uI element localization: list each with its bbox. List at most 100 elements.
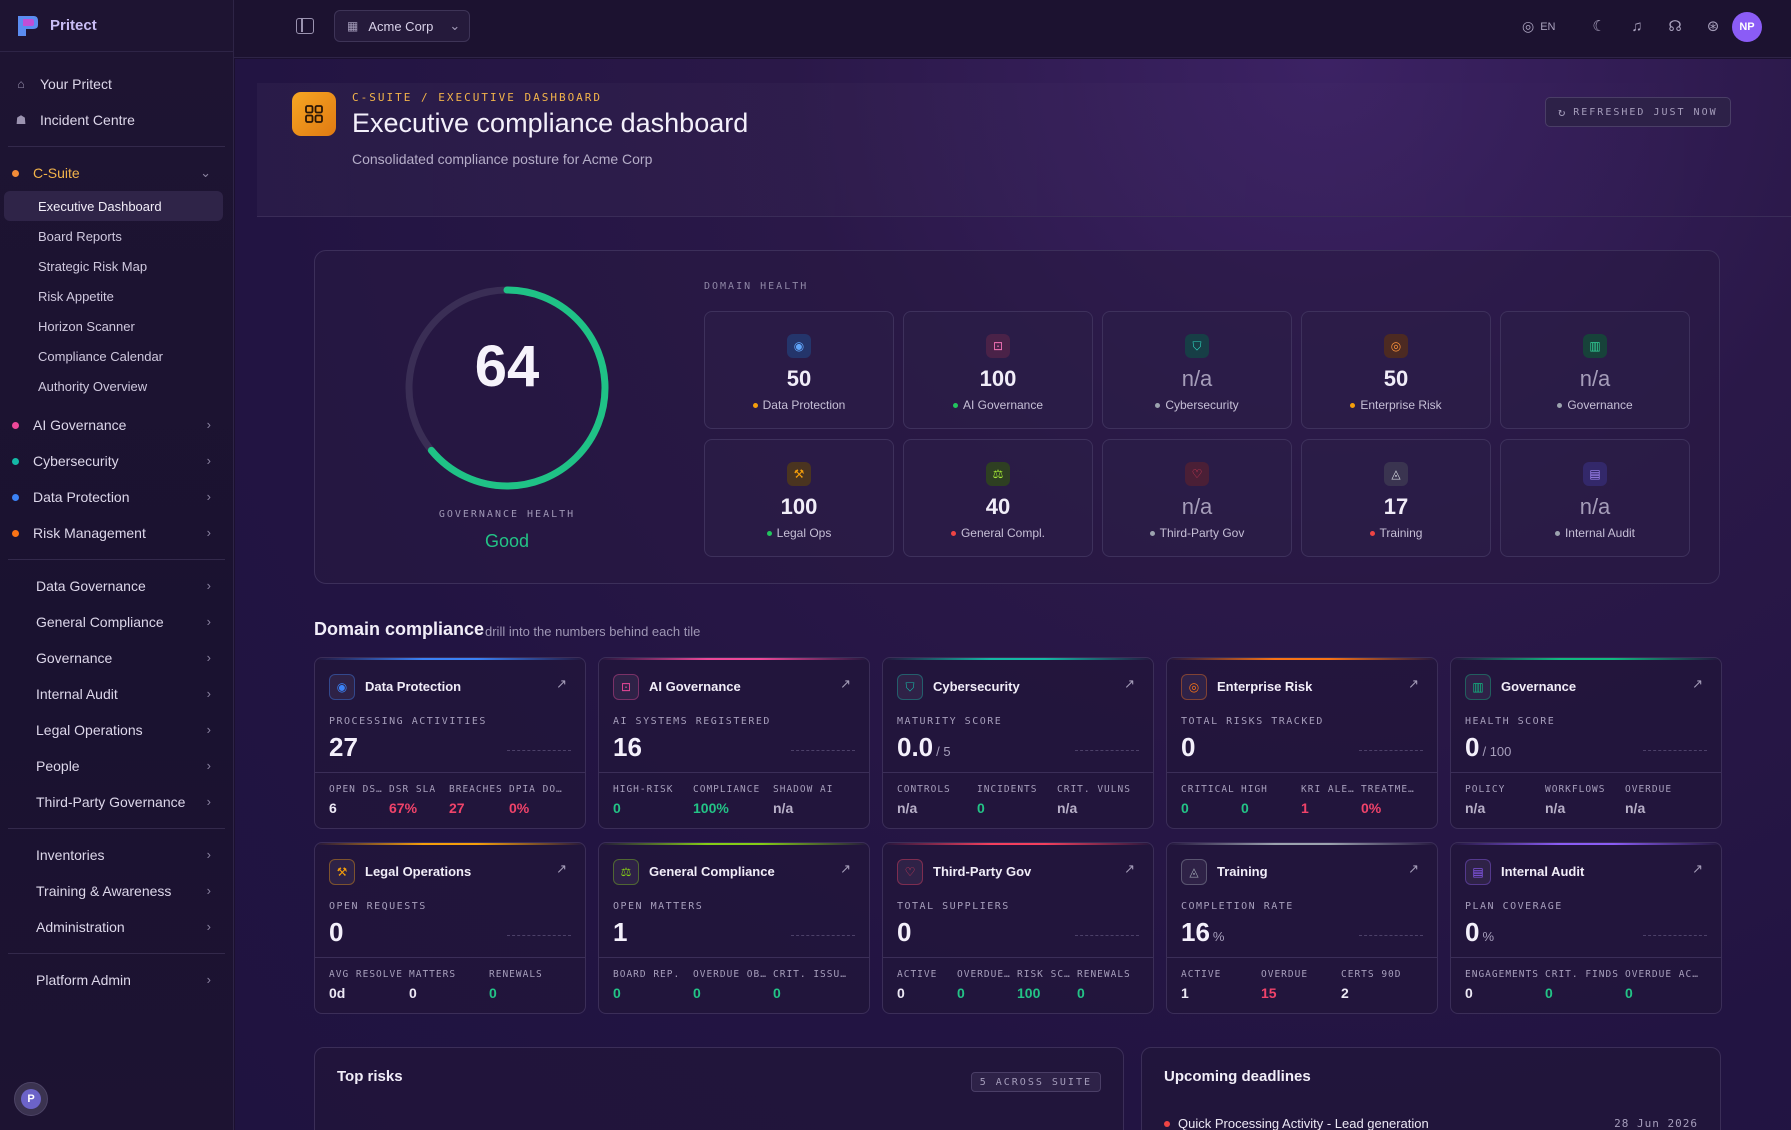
stat-value: 1 [1181, 985, 1189, 1001]
arrow-up-right-icon[interactable]: ↗ [556, 676, 567, 691]
language-switcher[interactable]: ◎ EN [1522, 18, 1556, 35]
moon-icon[interactable]: ☾ [1592, 18, 1606, 35]
nav-your-pritect[interactable]: ⌂ Your Pritect [8, 66, 225, 102]
arrow-up-right-icon[interactable]: ↗ [1124, 676, 1135, 691]
brand[interactable]: Pritect [0, 0, 233, 52]
deadlines-title: Upcoming deadlines [1164, 1068, 1311, 1085]
nav-group-cybersecurity[interactable]: Cybersecurity › [0, 443, 233, 479]
top-risks-badge: 5 ACROSS SUITE [970, 1072, 1101, 1092]
stat-value: 0% [509, 800, 530, 816]
domain-card-internal-audit[interactable]: ▤ Internal Audit ↗ PLAN COVERAGE 0% ENGAGEMEN… [1450, 842, 1722, 1014]
nav-incident-centre[interactable]: ☗ Incident Centre [8, 102, 225, 138]
nav-group-data-protection[interactable]: Data Protection › [0, 479, 233, 515]
arrow-up-right-icon[interactable]: ↗ [1408, 676, 1419, 691]
sidebar-item-horizon-scanner[interactable]: Horizon Scanner [38, 318, 135, 334]
nav-group-third-party-governance[interactable]: Third-Party Governance › [0, 784, 233, 820]
sidebar-item-strategic-risk-map[interactable]: Strategic Risk Map [38, 258, 148, 274]
tile-name: Legal Ops [776, 526, 832, 540]
health-tile-enterprise-risk[interactable]: ◎ 50 Enterprise Risk [1301, 311, 1491, 429]
health-tile-ai-governance[interactable]: ⊡ 100 AI Governance [903, 311, 1093, 429]
governance-health-card: 64 GOVERNANCE HEALTH Good DOMAIN HEALTH … [314, 250, 1720, 584]
domain-card-cybersecurity[interactable]: ⛉ Cybersecurity ↗ MATURITY SCORE 0.0/ 5 CONTR… [882, 657, 1154, 829]
arrow-up-right-icon[interactable]: ↗ [1408, 861, 1419, 876]
stat-value: 0 [693, 985, 701, 1001]
domain-card-general-compliance[interactable]: ⚖ General Compliance ↗ OPEN MATTERS 1 BOARD R… [598, 842, 870, 1014]
chevron-right-icon: › [206, 883, 211, 898]
stat-label: ACTIVE [1181, 969, 1222, 980]
nav-group-ai-governance[interactable]: AI Governance › [0, 407, 233, 443]
domain-card-legal-operations[interactable]: ⚒ Legal Operations ↗ OPEN REQUESTS 0 AVG RESO… [314, 842, 586, 1014]
tile-label: Internal Audit [1501, 526, 1689, 540]
nav-group-internal-audit[interactable]: Internal Audit › [0, 676, 233, 712]
nav-group-legal-operations[interactable]: Legal Operations › [0, 712, 233, 748]
arrow-up-right-icon[interactable]: ↗ [1124, 861, 1135, 876]
sidebar-item-board-reports[interactable]: Board Reports [38, 228, 122, 244]
nav-group-general-compliance[interactable]: General Compliance › [0, 604, 233, 640]
chevron-right-icon: › [206, 758, 211, 773]
chevron-down-icon: ⌄ [449, 18, 461, 33]
health-tile-third-party-gov[interactable]: ♡ n/a Third-Party Gov [1102, 439, 1292, 557]
group-dot [12, 169, 19, 177]
nav-group-inventories[interactable]: Inventories › [0, 837, 233, 873]
sidebar-item-executive-dashboard[interactable]: Executive Dashboard [4, 191, 223, 221]
sidebar-item-compliance-calendar[interactable]: Compliance Calendar [38, 348, 164, 364]
chevron-right-icon: › [206, 650, 211, 665]
domain-compliance-subtitle: drill into the numbers behind each tile [485, 624, 701, 639]
bell-icon[interactable]: ♫ [1631, 17, 1643, 35]
arrow-up-right-icon[interactable]: ↗ [840, 676, 851, 691]
health-tile-general-compl[interactable]: ⚖ 40 General Compl. [903, 439, 1093, 557]
refresh-button[interactable]: ↻ REFRESHED JUST NOW [1545, 97, 1731, 127]
org-selector[interactable]: ▦ Acme Corp ⌄ [334, 10, 470, 42]
stat: ACTIVE 0 [897, 969, 953, 1001]
nav-group-csuite[interactable]: C-Suite ⌄ [0, 155, 233, 191]
sidebar-item-risk-appetite[interactable]: Risk Appetite [38, 288, 114, 304]
arrow-up-right-icon[interactable]: ↗ [1692, 676, 1703, 691]
arrow-up-right-icon[interactable]: ↗ [556, 861, 567, 876]
health-tile-training[interactable]: ◬ 17 Training [1301, 439, 1491, 557]
domain-card-enterprise-risk[interactable]: ◎ Enterprise Risk ↗ TOTAL RISKS TRACKED 0 CRI… [1166, 657, 1438, 829]
arrow-up-right-icon[interactable]: ↗ [840, 861, 851, 876]
nav-group-risk-management[interactable]: Risk Management › [0, 515, 233, 551]
group-dot [12, 421, 19, 429]
tile-name: Internal Audit [1564, 526, 1636, 540]
domain-card-ai-governance[interactable]: ⊡ AI Governance ↗ AI SYSTEMS REGISTERED 16 HI… [598, 657, 870, 829]
metric-unit: / 100 [1482, 744, 1512, 759]
chevron-right-icon: › [206, 614, 211, 629]
fingerprint-icon: ◉ [787, 334, 811, 358]
health-tile-cybersecurity[interactable]: ⛉ n/a Cybersecurity [1102, 311, 1292, 429]
domain-card-data-protection[interactable]: ◉ Data Protection ↗ PROCESSING ACTIVITIES 27… [314, 657, 586, 829]
stat-label: TREATMENT [1361, 784, 1417, 795]
nav-group-data-governance[interactable]: Data Governance › [0, 568, 233, 604]
health-tile-legal-ops[interactable]: ⚒ 100 Legal Ops [704, 439, 894, 557]
nav-group-governance[interactable]: Governance › [0, 640, 233, 676]
group-label: Training & Awareness [36, 883, 172, 899]
nav-group-administration[interactable]: Administration › [0, 909, 233, 945]
nav-group-people[interactable]: People › [0, 748, 233, 784]
health-tile-internal-audit[interactable]: ▤ n/a Internal Audit [1500, 439, 1690, 557]
page-title: Executive compliance dashboard [352, 108, 749, 138]
tile-name: Cybersecurity [1165, 398, 1239, 412]
chevron-right-icon: › [206, 847, 211, 862]
nav-group-platform-admin[interactable]: Platform Admin › [0, 962, 233, 998]
stat: DSR SLA 67% [389, 784, 445, 816]
nav-group-training-and-awareness[interactable]: Training & Awareness › [0, 873, 233, 909]
brand-name: Pritect [50, 17, 97, 34]
health-tile-governance[interactable]: ▥ n/a Governance [1500, 311, 1690, 429]
help-circle-icon[interactable]: ⊛ [1706, 18, 1720, 35]
sidebar-toggle-icon[interactable] [296, 18, 314, 34]
deadline-item[interactable]: Quick Processing Activity - Lead generat… [1164, 1116, 1429, 1130]
group-label: Inventories [36, 847, 105, 863]
help-launcher[interactable]: P [14, 1082, 48, 1116]
arrow-up-right-icon[interactable]: ↗ [1692, 861, 1703, 876]
sparkline-placeholder [1643, 750, 1707, 751]
health-tile-data-protection[interactable]: ◉ 50 Data Protection [704, 311, 894, 429]
avatar[interactable]: NP [1732, 12, 1762, 42]
domain-card-governance[interactable]: ▥ Governance ↗ HEALTH SCORE 0/ 100 POLICY n/a W… [1450, 657, 1722, 829]
group-label: Cybersecurity [33, 453, 119, 469]
stat: ACTIVE 1 [1181, 969, 1257, 1001]
sidebar-item-authority-overview[interactable]: Authority Overview [38, 378, 148, 394]
headset-icon[interactable]: ☊ [1668, 18, 1682, 35]
domain-card-training[interactable]: ◬ Training ↗ COMPLETION RATE 16% ACTIVE 1 OVERD… [1166, 842, 1438, 1014]
domain-card-third-party-gov[interactable]: ♡ Third-Party Gov ↗ TOTAL SUPPLIERS 0 ACTIVE 0… [882, 842, 1154, 1014]
chevron-right-icon: › [206, 578, 211, 593]
